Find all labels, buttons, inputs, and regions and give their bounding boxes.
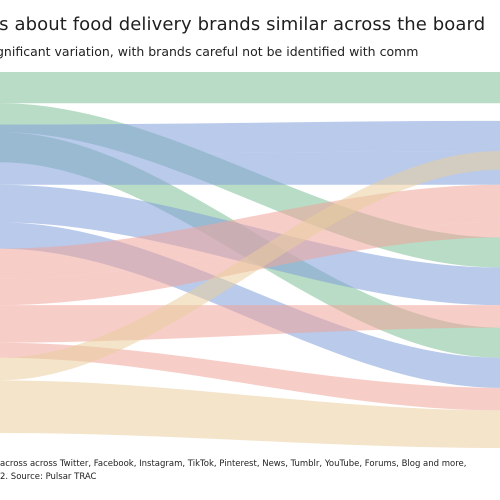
- flow-band-green-1: [0, 72, 500, 104]
- flow-band-tan-13: [0, 380, 500, 433]
- flow-band-tan-14: [0, 402, 500, 448]
- chart-subtitle: gnificant variation, with brands careful…: [0, 44, 419, 59]
- flow-band-tan-12: [0, 150, 500, 381]
- flow-band-red-8: [0, 184, 500, 279]
- flow-band-red-11: [0, 342, 500, 411]
- chart-title: ts about food delivery brands similar ac…: [0, 14, 486, 35]
- footer-notes: across across Twitter, Facebook, Instagr…: [0, 458, 500, 484]
- flow-band-blue-4: [0, 120, 500, 155]
- sankey-chart: [0, 72, 500, 448]
- source-note-line-1: across across Twitter, Facebook, Instagr…: [0, 459, 467, 469]
- source-note-line-2: 2. Source: Pulsar TRAC: [0, 472, 97, 482]
- flow-band-blue-5: [0, 150, 500, 185]
